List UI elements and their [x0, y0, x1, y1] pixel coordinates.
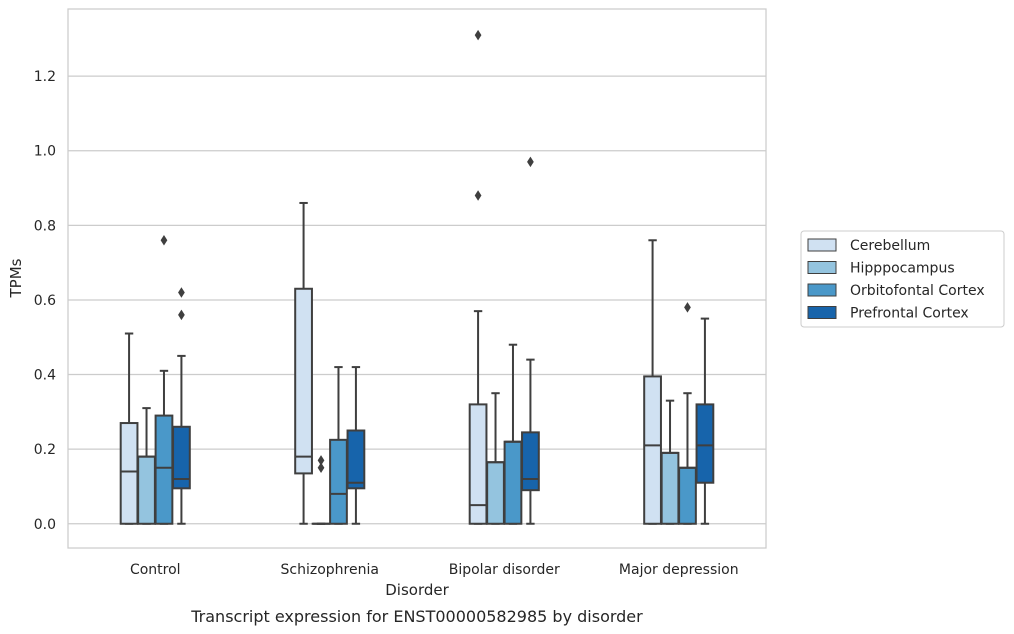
- legend: Cerebellum Hipppocampus Orbitofontal Corte…: [800, 230, 1005, 328]
- y-tick-label: 0.0: [34, 517, 56, 533]
- box-cerebellum: [643, 239, 662, 525]
- legend-frame: [800, 230, 1005, 328]
- y-tick-label: 1.2: [34, 69, 56, 85]
- box-body: [172, 425, 191, 490]
- outlier-point: [474, 190, 482, 201]
- box-body: [678, 466, 697, 525]
- y-tick-label: 0.8: [34, 218, 56, 234]
- y-tick-label: 0.6: [34, 293, 56, 309]
- box-body: [660, 451, 680, 525]
- box-cerebellum: [468, 29, 488, 525]
- chart-caption: Transcript expression for ENST0000058298…: [190, 607, 643, 626]
- outlier-point: [527, 156, 534, 168]
- legend-swatch: [807, 306, 837, 319]
- outlier-point: [317, 462, 325, 474]
- box-body: [521, 431, 540, 492]
- y-tick-label: 0.2: [34, 442, 56, 458]
- outlier-point: [178, 287, 185, 298]
- box-cerebellum: [294, 201, 313, 525]
- legend-label: Orbitofontal Cortex: [850, 283, 985, 299]
- box-body: [154, 414, 174, 525]
- x-tick-label: Schizophrenia: [281, 562, 379, 578]
- x-tick-labels: Control Schizophrenia Bipolar disorder Majo…: [130, 562, 739, 578]
- x-axis-title: Disorder: [385, 581, 449, 599]
- box-body: [294, 287, 313, 475]
- box-body: [329, 438, 348, 525]
- outlier-point: [178, 309, 185, 321]
- box-body: [119, 422, 139, 525]
- outlier-point: [684, 302, 691, 313]
- legend-swatch: [807, 238, 837, 252]
- legend-label: Cerebellum: [850, 238, 930, 254]
- x-tick-label: Bipolar disorder: [449, 562, 560, 578]
- box-body: [503, 440, 523, 525]
- box-body: [486, 461, 505, 525]
- legend-label: Hipppocampus: [850, 261, 955, 277]
- legend-label: Prefrontal Cortex: [850, 306, 969, 322]
- outlier-point: [474, 29, 482, 41]
- box-prefrontal-cortex: [521, 156, 540, 525]
- y-axis-title: TPMs: [7, 258, 25, 298]
- box-prefrontal-cortex: [346, 366, 366, 525]
- outlier-point: [317, 455, 325, 466]
- legend-swatch: [807, 283, 837, 297]
- box-body: [695, 403, 715, 484]
- x-tick-label: Control: [130, 562, 181, 578]
- outlier-point: [160, 235, 168, 246]
- y-tick-label: 0.4: [34, 368, 56, 384]
- y-tick-labels: 0.0 0.2 0.4 0.6 0.8 1.0 1.2: [34, 69, 56, 533]
- box-body: [346, 429, 366, 490]
- box-prefrontal-cortex: [172, 287, 191, 525]
- box-body: [643, 375, 662, 525]
- legend-swatch: [807, 261, 837, 274]
- x-tick-label: Major depression: [619, 562, 739, 578]
- y-tick-label: 1.0: [34, 144, 56, 160]
- box-body: [137, 455, 156, 525]
- boxes: [119, 29, 715, 525]
- box-prefrontal-cortex: [695, 317, 715, 525]
- box-orbitofontal-cortex: [678, 302, 697, 525]
- plot-frame: [67, 8, 767, 549]
